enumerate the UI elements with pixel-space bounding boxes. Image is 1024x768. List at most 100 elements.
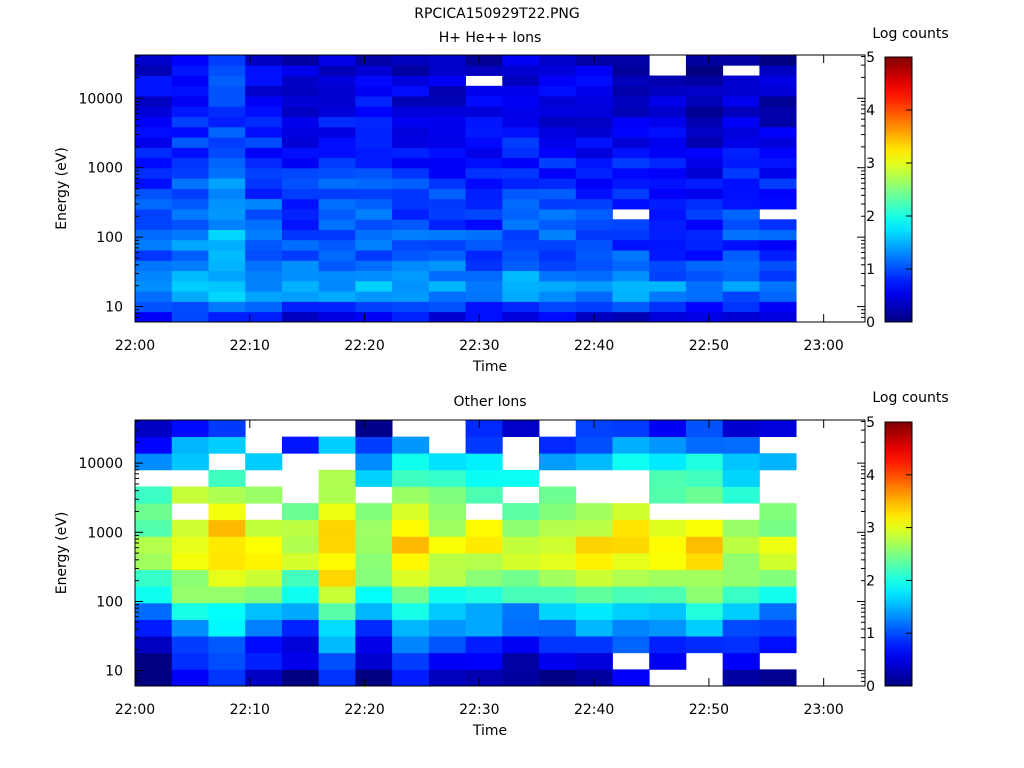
heatmap-cell [355, 188, 393, 200]
heatmap-cell [245, 209, 283, 220]
heatmap-cell [759, 602, 797, 620]
heatmap-cell [318, 270, 356, 282]
panel-title: H+ He++ Ions [439, 30, 542, 46]
heatmap-cell [465, 636, 503, 654]
heatmap-cell [392, 239, 430, 251]
heatmap-cell [539, 280, 577, 292]
heatmap-cell [722, 209, 760, 220]
heatmap-cell [759, 229, 797, 241]
heatmap-cell [759, 519, 797, 537]
heatmap-cell [355, 436, 393, 454]
heatmap-cell [281, 157, 320, 169]
heatmap-cell [575, 519, 613, 537]
heatmap-cell [649, 420, 687, 438]
heatmap-cell [502, 178, 540, 189]
heatmap-cell [539, 291, 577, 302]
heatmap-cell [135, 453, 173, 471]
heatmap-cell [135, 619, 173, 637]
heatmap-cell [428, 239, 466, 251]
heatmap-cell [502, 420, 540, 438]
heatmap-cell [355, 469, 393, 487]
heatmap-cell [502, 106, 540, 118]
heatmap-cell [392, 291, 430, 302]
heatmap-cell [612, 569, 650, 587]
heatmap-cell [759, 157, 797, 169]
heatmap-cell [759, 147, 797, 159]
heatmap-cell [759, 126, 797, 138]
heatmap-cell [649, 239, 687, 251]
heatmap-cell [539, 75, 577, 87]
heatmap-cell [685, 178, 724, 189]
heatmap-cell [465, 137, 503, 148]
heatmap-cell [649, 178, 687, 189]
heatmap-cell [465, 198, 503, 210]
heatmap-cell [245, 586, 283, 604]
heatmap-cell [428, 106, 466, 118]
heatmap-cell [612, 106, 650, 118]
heatmap-cell [208, 55, 246, 66]
heatmap-cell [722, 75, 760, 87]
heatmap-cell [392, 250, 430, 261]
heatmap-cell [392, 106, 430, 118]
heatmap-cell [685, 420, 724, 438]
heatmap-cell [649, 106, 687, 118]
colorbar-tick-label: 0 [866, 315, 875, 331]
x-tick-label: 22:50 [689, 338, 729, 354]
heatmap-cell [502, 311, 540, 323]
heatmap-cell [318, 553, 356, 571]
heatmap-cell [722, 85, 760, 97]
heatmap-cell [355, 503, 393, 521]
heatmap-cell [759, 239, 797, 251]
y-tick-label: 10 [105, 664, 123, 680]
heatmap-cell [502, 301, 540, 313]
heatmap-cell [465, 239, 503, 251]
heatmap-cell [722, 301, 760, 313]
heatmap-cell [539, 188, 577, 200]
heatmap-cell [135, 188, 173, 200]
heatmap-cell [575, 652, 613, 670]
heatmap-cell [428, 157, 466, 169]
colorbar-tick-label: 5 [866, 50, 875, 66]
heatmap-cell [465, 469, 503, 487]
y-tick-label: 10000 [78, 456, 123, 472]
heatmap-cell [612, 270, 650, 282]
heatmap-cell [575, 669, 613, 687]
heatmap-cell [281, 116, 320, 128]
heatmap-cell [465, 250, 503, 261]
heatmap-cell [171, 553, 209, 571]
x-tick-label: 22:00 [115, 702, 155, 718]
heatmap-cell [612, 157, 650, 169]
heatmap-cell [171, 147, 209, 159]
heatmap-cell [245, 619, 283, 637]
heatmap-cell [135, 55, 173, 66]
heatmap-cell [502, 198, 540, 210]
heatmap-cell [722, 553, 760, 571]
heatmap-cell [171, 219, 209, 230]
heatmap-cell [281, 65, 320, 76]
figure-title: RPCICA150929T22.PNG [414, 6, 579, 22]
heatmap-cell [575, 209, 613, 220]
heatmap-cell [392, 75, 430, 87]
heatmap-cell [649, 311, 687, 323]
heatmap-cell [245, 636, 283, 654]
x-tick-label: 23:00 [803, 702, 843, 718]
heatmap-cell [685, 167, 724, 179]
heatmap-cell [318, 311, 356, 323]
heatmap-cell [318, 602, 356, 620]
heatmap-cell [281, 85, 320, 97]
heatmap-cell [355, 147, 393, 159]
heatmap-cell [171, 209, 209, 220]
heatmap-cell [575, 147, 613, 159]
heatmap-cell [759, 219, 797, 230]
heatmap-cell [208, 65, 246, 76]
heatmap-cell [318, 652, 356, 670]
heatmap-cell [281, 569, 320, 587]
heatmap-cell [649, 250, 687, 261]
heatmap-cell [171, 586, 209, 604]
heatmap-cell [171, 157, 209, 169]
heatmap-cell [171, 65, 209, 76]
heatmap-cell [355, 75, 393, 87]
heatmap-cell [539, 436, 577, 454]
heatmap-cell [318, 167, 356, 179]
